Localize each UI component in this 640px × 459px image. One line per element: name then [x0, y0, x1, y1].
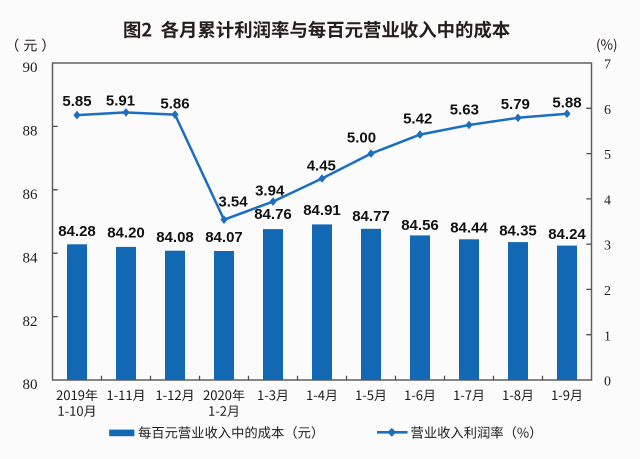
svg-text:0: 0: [604, 375, 611, 390]
svg-text:6: 6: [604, 103, 611, 118]
svg-text:84.07: 84.07: [205, 229, 243, 246]
svg-text:84: 84: [23, 250, 39, 266]
svg-text:5: 5: [604, 148, 611, 163]
svg-text:84.91: 84.91: [303, 202, 341, 219]
svg-text:84.08: 84.08: [156, 229, 194, 246]
svg-text:5.88: 5.88: [552, 95, 581, 112]
svg-text:84.24: 84.24: [548, 226, 586, 243]
svg-text:7: 7: [604, 58, 611, 73]
svg-text:84.56: 84.56: [401, 217, 439, 234]
svg-text:5.85: 5.85: [62, 93, 91, 110]
svg-text:90: 90: [23, 60, 38, 76]
svg-text:82: 82: [23, 314, 38, 330]
svg-text:5.42: 5.42: [403, 111, 432, 128]
svg-text:4: 4: [604, 194, 611, 209]
svg-text:5.86: 5.86: [160, 95, 189, 112]
svg-text:86: 86: [23, 187, 39, 203]
svg-text:84.44: 84.44: [450, 220, 488, 237]
svg-text:5.00: 5.00: [347, 130, 376, 147]
svg-text:84.76: 84.76: [254, 206, 292, 223]
svg-text:84.77: 84.77: [352, 208, 390, 225]
svg-text:2: 2: [604, 284, 611, 299]
svg-text:88: 88: [23, 124, 38, 140]
svg-text:3.94: 3.94: [255, 182, 285, 199]
svg-text:80: 80: [23, 377, 38, 393]
svg-text:5.91: 5.91: [106, 92, 135, 109]
svg-text:84.28: 84.28: [58, 223, 96, 240]
svg-text:5.63: 5.63: [450, 102, 479, 119]
svg-text:84.35: 84.35: [499, 223, 537, 240]
svg-text:4.45: 4.45: [307, 158, 336, 175]
svg-text:1: 1: [604, 329, 611, 344]
svg-text:5.79: 5.79: [501, 96, 530, 113]
svg-text:3: 3: [604, 239, 611, 254]
svg-text:3.54: 3.54: [218, 194, 248, 211]
svg-text:84.20: 84.20: [107, 224, 145, 241]
